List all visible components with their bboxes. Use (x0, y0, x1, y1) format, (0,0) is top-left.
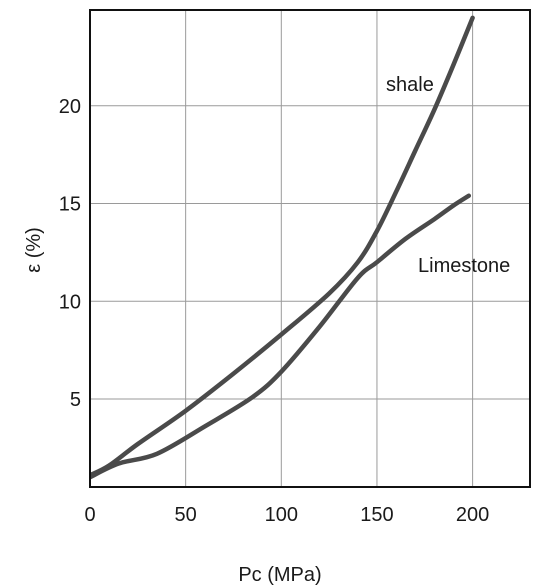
y-axis-ticks: 5 10 15 20 (59, 96, 81, 411)
x-axis-ticks: 0 50 100 150 200 (84, 504, 489, 526)
x-tick-label: 0 (84, 504, 95, 526)
x-tick-label: 200 (456, 504, 489, 526)
shale-line (90, 15, 475, 478)
x-tick-label: 150 (360, 504, 393, 526)
x-axis-title: Pc (MPa) (238, 564, 321, 586)
limestone-curve-label: Limestone (418, 255, 510, 277)
y-tick-label: 15 (59, 194, 81, 216)
grid-lines (90, 10, 530, 487)
data-series (90, 15, 475, 480)
y-axis-title: ε (%) (23, 227, 45, 273)
x-tick-label: 50 (175, 504, 197, 526)
y-tick-label: 20 (59, 96, 81, 118)
shale-curve-label: shale (386, 74, 434, 96)
limestone-line (90, 193, 472, 480)
x-tick-label: 100 (265, 504, 298, 526)
y-tick-label: 10 (59, 291, 81, 313)
y-tick-label: 5 (70, 389, 81, 411)
plot-frame (89, 9, 531, 488)
